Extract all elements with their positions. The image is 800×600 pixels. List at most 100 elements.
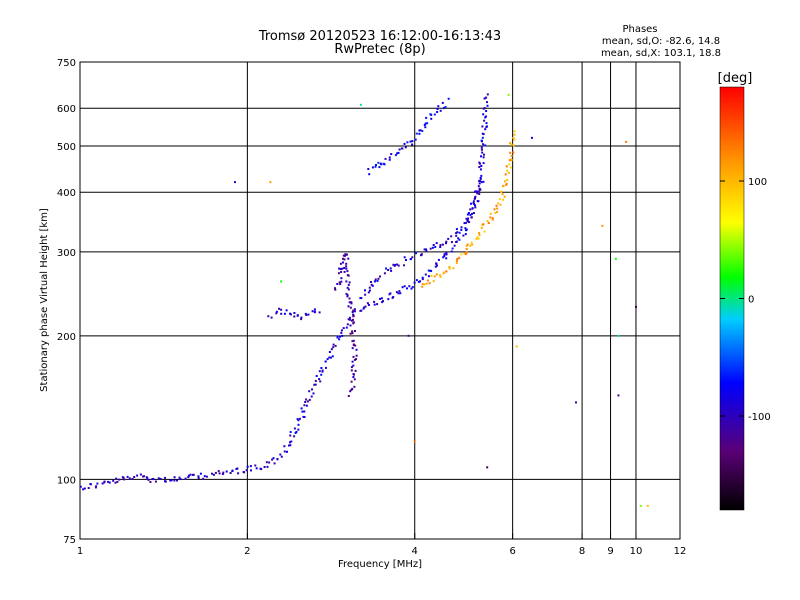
echo-point [472,201,475,204]
echo-point [364,305,367,308]
echo-point [217,470,220,473]
echo-point [456,258,459,260]
y-tick-label: 600 [57,104,76,115]
echo-point [512,151,515,154]
echo-point [355,354,358,357]
echo-point [478,161,481,164]
echo-point [502,185,505,188]
echo-point [376,303,379,306]
echo-point [466,213,469,216]
y-tick-label: 100 [57,475,76,486]
echo-point [420,253,423,256]
echo-point [477,200,480,203]
echo-point [482,180,485,183]
echo-point [373,300,376,303]
echo-point [289,444,292,447]
echo-point [390,153,393,156]
echo-point [465,245,468,248]
colorbar-tick-label: 0 [748,295,754,306]
echo-point [229,472,232,474]
echo-point [458,256,461,259]
echo-point [218,472,221,475]
echo-point [408,285,411,288]
echo-point [380,297,383,300]
echo-point [288,444,290,447]
echo-point [481,151,484,154]
echo-point [486,125,488,128]
echo-point [439,246,442,248]
echo-point [474,206,477,209]
echo-point [312,392,315,395]
echo-point [320,367,323,369]
echo-point [235,468,238,470]
echo-point [464,233,467,236]
echo-point [347,395,350,397]
echo-point [441,243,444,246]
echo-point [469,213,472,216]
echo-point [373,303,376,306]
echo-point [482,113,485,116]
echo-point [479,162,481,165]
echo-point [478,234,481,236]
echo-point [314,383,317,386]
echo-point [460,226,463,229]
echo-point [478,187,481,190]
echo-point [421,276,424,279]
echo-point [364,293,367,296]
echo-point [394,263,397,266]
echo-point [332,343,335,346]
echo-point [334,288,337,291]
echo-point [123,478,126,481]
echo-point [332,346,335,349]
echo-point [456,231,459,234]
echo-point [342,254,345,257]
echo-point [445,257,448,260]
echo-point [300,407,303,410]
echo-point [353,310,356,313]
echo-point [95,485,98,488]
echo-point [471,207,474,210]
echo-point [343,270,346,273]
echo-point [371,284,374,287]
echo-point [305,398,308,401]
y-tick-label: 75 [63,535,76,546]
echo-point [376,279,379,282]
echo-point [367,168,370,170]
echo-point [346,274,349,277]
echo-point [304,401,307,403]
echo-point [297,419,300,422]
echo-point [506,169,509,172]
echo-point [338,281,341,284]
echo-point [480,155,482,158]
echo-point [479,168,482,171]
echo-point [330,348,333,351]
echo-point [411,140,414,143]
echo-point [114,481,117,484]
echo-point [308,398,311,401]
echo-point [347,257,350,260]
echo-point [450,235,453,238]
x-tick-label: 12 [674,546,687,557]
echo-point [512,144,515,147]
chart-subtitle: RwPretec (8p) [334,42,425,57]
echo-point [366,302,369,305]
echo-point [115,477,118,480]
x-axis-label: Frequency [MHz] [338,559,422,570]
echo-point [378,166,381,169]
echo-point [338,267,341,270]
echo-point [263,466,266,468]
echo-point [354,369,357,372]
echo-point [477,185,480,188]
echo-point [473,203,476,206]
echo-point [122,476,125,479]
echo-point [425,282,428,285]
echo-point [506,178,509,181]
echo-point [482,162,485,165]
echo-point [245,469,248,472]
echo-point [272,457,275,460]
echo-point [478,232,481,234]
echo-point [390,269,393,272]
echo-point [382,300,384,303]
echo-point [428,282,431,285]
